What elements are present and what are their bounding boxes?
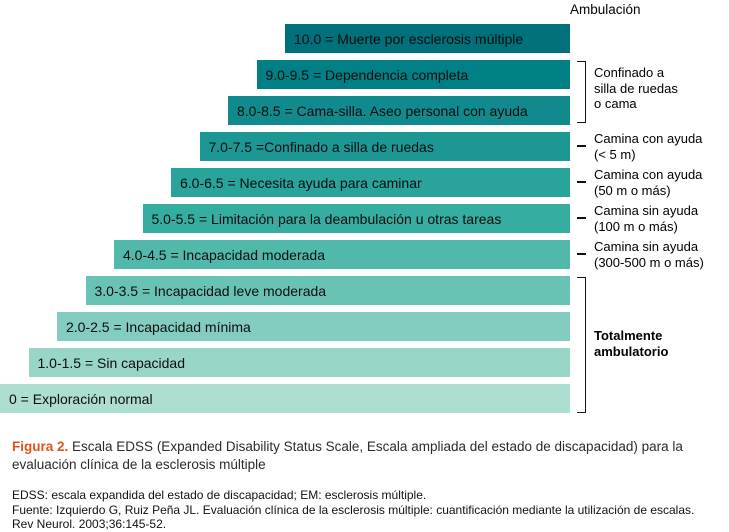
annotation-line: Confinado a	[594, 65, 665, 80]
tick-camina-sin-ayuda-300m-icon	[577, 253, 586, 255]
figure-caption: Figura 2. Escala EDSS (Expanded Disabili…	[12, 438, 719, 532]
edss-bar-6-0: 6.0-6.5 = Necesita ayuda para caminar	[171, 168, 570, 197]
edss-bar-7-0: 7.0-7.5 =Confinado a silla de ruedas	[199, 132, 570, 161]
edss-bar-0: 0 = Exploración normal	[0, 384, 570, 413]
edss-bar-5-0: 5.0-5.5 = Limitación para la deambulació…	[142, 204, 570, 233]
annotation-line: (100 m o más)	[594, 218, 678, 234]
bracket-confinado-icon	[577, 61, 586, 123]
annotation-line: (50 m o más)	[594, 182, 671, 198]
edss-bar-1-0: 1.0-1.5 = Sin capacidad	[28, 348, 570, 377]
annotation-totalmente-ambulatorio: Totalmente ambulatorio	[594, 328, 668, 359]
annotation-line: ambulatorio	[594, 343, 669, 359]
annotation-camina-sin-ayuda-300m: Camina sin ayuda (300-500 m o más)	[594, 239, 704, 270]
tick-camina-con-ayuda-50m-icon	[577, 181, 586, 183]
annotation-line: o cama	[594, 96, 637, 111]
caption-note-source: Fuente: Izquierdo G, Ruiz Peña JL. Evalu…	[12, 502, 695, 532]
annotation-line: Camina sin ayuda	[594, 239, 699, 254]
edss-bar-4-0: 4.0-4.5 = Incapacidad moderada	[114, 240, 570, 269]
edss-staircase: 10.0 = Muerte por esclerosis múltiple 9.…	[0, 24, 570, 420]
annotation-line: Camina con ayuda	[594, 131, 703, 146]
tick-camina-sin-ayuda-100m-icon	[577, 217, 586, 219]
caption-note-abbreviations: EDSS: escala expandida del estado de dis…	[12, 488, 427, 502]
figure-number-label: Figura 2.	[12, 439, 69, 454]
caption-title-text: Escala EDSS (Expanded Disability Status …	[12, 439, 683, 472]
annotation-line: (< 5 m)	[594, 146, 636, 162]
annotation-confinado: Confinado a silla de ruedas o cama	[594, 65, 678, 112]
caption-notes: EDSS: escala expandida del estado de dis…	[12, 488, 719, 532]
ambulation-heading: Ambulación	[570, 2, 641, 17]
annotation-camina-sin-ayuda-100m: Camina sin ayuda (100 m o más)	[594, 203, 698, 234]
edss-bar-3-0: 3.0-3.5 = Incapacidad leve moderada	[85, 276, 570, 305]
right-annotations: Confinado a silla de ruedas o cama Camin…	[574, 0, 729, 432]
annotation-line: Camina sin ayuda	[594, 203, 699, 218]
annotation-line: (300-500 m o más)	[594, 254, 704, 270]
edss-bar-10-0: 10.0 = Muerte por esclerosis múltiple	[285, 24, 570, 53]
annotation-line: silla de ruedas	[594, 80, 678, 96]
edss-bar-8-0: 8.0-8.5 = Cama-silla. Aseo personal con …	[228, 96, 570, 125]
caption-title: Figura 2. Escala EDSS (Expanded Disabili…	[12, 438, 719, 473]
edss-bar-9-0: 9.0-9.5 = Dependencia completa	[256, 60, 570, 89]
annotation-line: Totalmente	[594, 328, 663, 343]
bracket-totalmente-ambulatorio-icon	[577, 277, 586, 413]
annotation-line: Camina con ayuda	[594, 167, 703, 182]
edss-bar-2-0: 2.0-2.5 = Incapacidad mínima	[57, 312, 570, 341]
annotation-camina-con-ayuda-50m: Camina con ayuda (50 m o más)	[594, 167, 702, 198]
tick-camina-con-ayuda-5m-icon	[577, 145, 586, 147]
annotation-camina-con-ayuda-5m: Camina con ayuda (< 5 m)	[594, 131, 702, 162]
